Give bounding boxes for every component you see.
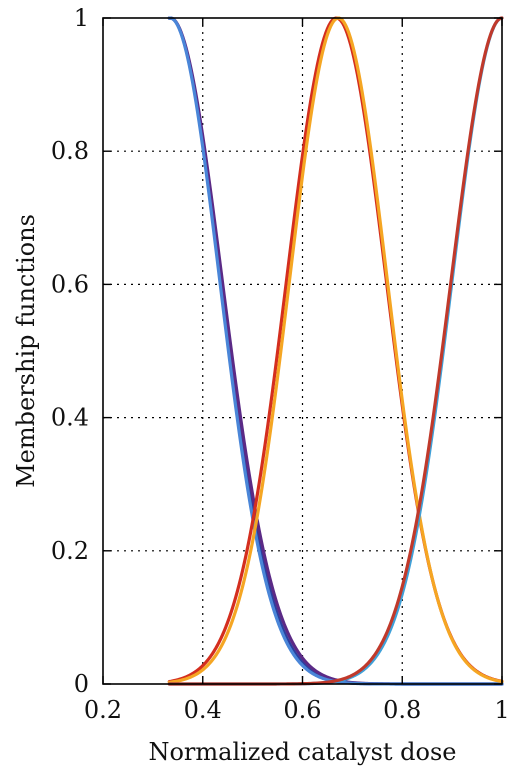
x-tick-label: 0.4 [184,696,222,724]
y-tick-label: 0.4 [51,404,89,432]
x-tick-label: 1 [494,696,509,724]
y-tick-label: 1 [74,4,89,32]
y-tick-label: 0.8 [51,137,89,165]
x-tick-labels: 0.2 0.4 0.6 0.8 1 [84,696,510,724]
y-axis-label: Membership functions [12,214,40,488]
series-line-3 [167,16,504,686]
y-tick-label: 0 [74,670,89,698]
series-line-7 [167,16,504,686]
series-line-1 [167,16,504,686]
x-axis-label: Normalized catalyst dose [148,738,456,766]
y-tick-labels: 0 0.2 0.4 0.6 0.8 1 [51,4,89,698]
series-line-6 [167,16,504,686]
curves [167,16,504,686]
x-tick-label: 0.6 [283,696,321,724]
series-line-5 [167,16,504,684]
grid [103,18,502,684]
tick-marks [102,17,503,685]
y-tick-label: 0.6 [51,270,89,298]
series-line-4 [167,16,504,684]
y-tick-label: 0.2 [51,537,89,565]
series-line-2 [167,16,504,686]
x-tick-label: 0.2 [84,696,122,724]
x-tick-label: 0.8 [383,696,421,724]
